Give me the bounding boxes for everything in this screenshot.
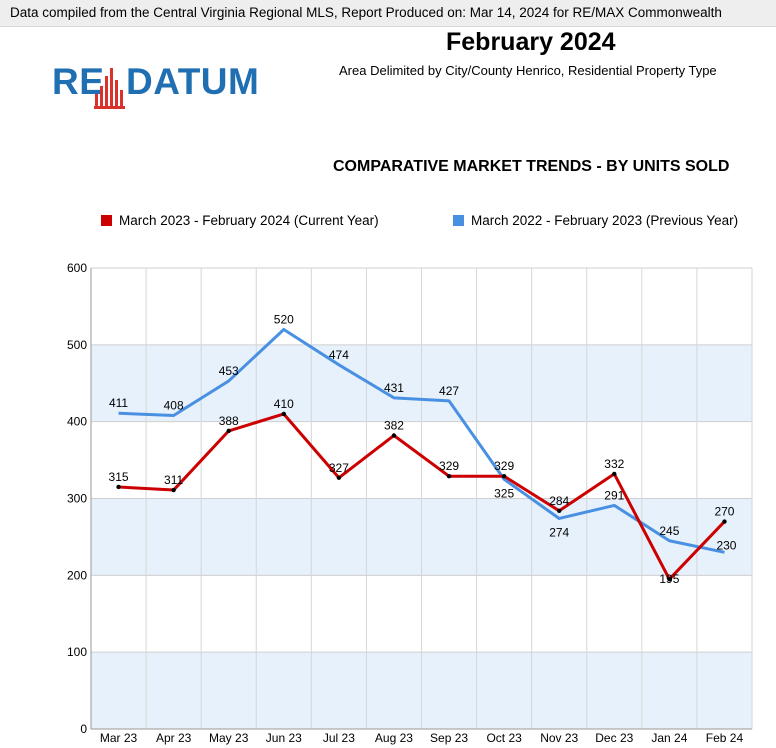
legend-label-current: March 2023 - February 2024 (Current Year…	[119, 213, 379, 228]
data-label-current: 284	[549, 494, 569, 508]
report-title: February 2024	[446, 28, 616, 56]
data-label-current: 332	[604, 457, 624, 471]
data-point-current	[501, 474, 507, 479]
data-point-current	[226, 428, 231, 434]
y-tick-label: 300	[67, 492, 87, 506]
chart-title: COMPARATIVE MARKET TRENDS - BY UNITS SOL…	[333, 158, 730, 175]
data-label-previous: 230	[716, 538, 736, 552]
data-point-current	[722, 519, 727, 524]
data-label-previous: 274	[549, 525, 569, 539]
redatum-logo: RE DATUM	[52, 62, 259, 114]
data-label-previous: 520	[274, 312, 294, 326]
data-label-current: 329	[439, 459, 459, 473]
data-label-previous: 411	[109, 396, 128, 410]
data-label-previous: 427	[439, 384, 459, 398]
x-tick-label: Nov 23	[540, 731, 578, 745]
data-label-current: 315	[109, 470, 129, 484]
series-line-previous	[118, 327, 725, 554]
x-tick-label: Jun 23	[266, 731, 302, 745]
data-label-current: 195	[659, 572, 679, 586]
data-point-current	[557, 508, 562, 513]
source-note: Data compiled from the Central Virginia …	[10, 5, 722, 20]
data-label-previous: 431	[384, 381, 404, 395]
y-tick-label: 100	[67, 645, 87, 659]
report-subtitle: Area Delimited by City/County Henrico, R…	[339, 63, 717, 78]
x-tick-label: Oct 23	[486, 731, 522, 745]
legend-item-previous: March 2022 - February 2023 (Previous Yea…	[453, 213, 738, 228]
series-line-current	[118, 412, 726, 581]
data-point-current	[612, 471, 617, 477]
x-tick-label: Aug 23	[375, 731, 413, 745]
legend-label-previous: March 2022 - February 2023 (Previous Yea…	[471, 213, 739, 228]
data-point-current	[667, 576, 672, 582]
data-point-current	[171, 487, 176, 493]
data-point-current	[391, 433, 397, 438]
data-label-current: 270	[714, 505, 734, 519]
legend-swatch-current	[101, 215, 112, 226]
logo-text-right: DATUM	[126, 61, 260, 102]
data-label-previous: 291	[604, 488, 624, 502]
data-label-previous: 474	[329, 348, 349, 362]
data-label-current: 382	[384, 418, 404, 432]
y-tick-label: 500	[67, 338, 87, 352]
data-label-previous: 245	[659, 524, 679, 538]
skyline-bars-icon	[94, 68, 125, 109]
x-tick-label: Feb 24	[706, 731, 744, 745]
legend-item-current: March 2023 - February 2024 (Current Year…	[101, 213, 379, 228]
y-tick-label: 600	[67, 261, 87, 275]
data-label-current: 410	[274, 397, 294, 411]
data-point-current	[116, 484, 121, 490]
x-tick-label: Dec 23	[595, 731, 633, 745]
x-tick-label: May 23	[209, 731, 249, 745]
x-tick-label: Sep 23	[430, 731, 468, 745]
y-tick-label: 200	[67, 568, 87, 582]
data-label-previous: 453	[219, 364, 239, 378]
data-point-current	[336, 475, 342, 480]
data-label-current: 329	[494, 459, 514, 473]
legend-swatch-previous	[453, 215, 464, 226]
data-label-current: 327	[329, 461, 349, 475]
data-label-previous: 408	[164, 399, 184, 413]
x-tick-label: Jul 23	[323, 731, 355, 745]
y-tick-label: 400	[67, 415, 87, 429]
data-label-current: 388	[219, 414, 239, 428]
x-tick-label: Mar 23	[100, 731, 138, 745]
x-tick-label: Jan 24	[651, 731, 687, 745]
data-label-current: 311	[164, 473, 183, 487]
data-point-current	[281, 411, 286, 417]
report-header-bar: Data compiled from the Central Virginia …	[0, 0, 776, 27]
data-label-previous: 325	[494, 486, 514, 500]
data-point-current	[446, 474, 452, 479]
y-tick-label: 0	[80, 722, 87, 736]
x-tick-label: Apr 23	[156, 731, 192, 745]
